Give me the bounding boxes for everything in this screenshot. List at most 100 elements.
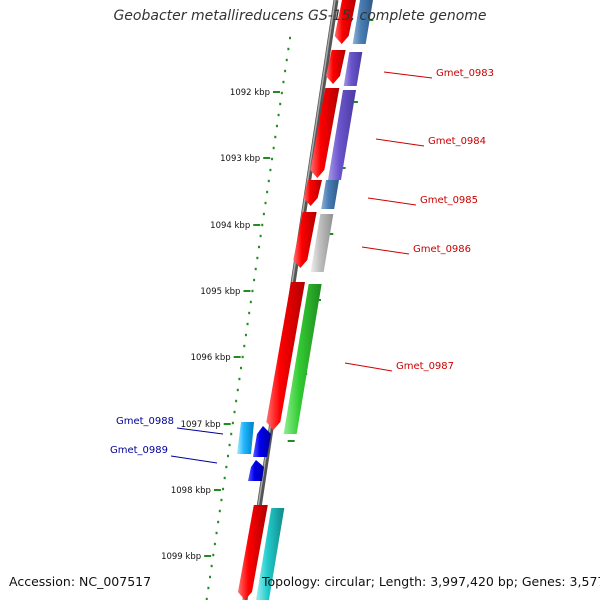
gene-features [237, 0, 373, 600]
gene-block-purple [343, 52, 363, 86]
ruler-dot [251, 289, 254, 293]
ruler-dot [266, 190, 269, 194]
scale-label: 1093 kbp [220, 154, 260, 164]
ruler-dot [256, 256, 259, 260]
ruler-dot [267, 179, 270, 183]
ruler-dot [235, 399, 238, 403]
gene-block-red [237, 505, 268, 600]
gene-block-steel [352, 0, 373, 44]
ruler-dot [207, 586, 210, 590]
ruler-dot [277, 113, 280, 117]
leader-line [375, 138, 425, 147]
ruler-dot [287, 47, 290, 51]
scale-label: 1096 kbp [191, 353, 231, 363]
scale-label: 1095 kbp [200, 287, 240, 297]
label-leader-lines [170, 71, 433, 464]
ruler-dot [236, 388, 239, 392]
ruler-dot [280, 91, 283, 95]
ruler-dot [282, 80, 285, 84]
ruler-dot [241, 355, 244, 359]
ruler-dot [254, 267, 257, 271]
gene-block-red [266, 282, 305, 430]
ruler-dot [205, 597, 208, 601]
ruler-dot [238, 377, 241, 381]
ruler-dot [271, 157, 274, 161]
gene-block-sky [237, 422, 254, 454]
gene-block-red [325, 50, 346, 84]
gene-block-blue [253, 426, 271, 457]
gene-label[interactable]: Gmet_0987 [396, 361, 454, 372]
ruler-dot [218, 509, 221, 513]
ruler-dot [220, 498, 223, 502]
gene-block-gray [310, 214, 334, 272]
leader-line [383, 71, 433, 79]
gene-label[interactable]: Gmet_0984 [428, 136, 486, 147]
ruler-dot [248, 311, 251, 315]
gene-label[interactable]: Gmet_0983 [436, 68, 494, 79]
ruler-dot [228, 443, 231, 447]
genome-title: Geobacter metallireducens GS-15, complet… [113, 8, 487, 24]
gene-labels: Gmet_0983 Gmet_0984 Gmet_0985 Gmet_0986 Gmet… [110, 68, 494, 456]
leader-line [344, 362, 393, 372]
ruler-dot [269, 168, 272, 172]
gene-label[interactable]: Gmet_0989 [110, 445, 168, 456]
gene-block-red [303, 180, 322, 206]
gene-label[interactable]: Gmet_0985 [420, 195, 478, 206]
leader-line [170, 455, 218, 464]
ruler-dot [285, 58, 288, 62]
ruler-dot [230, 432, 233, 436]
gene-block-red [334, 0, 356, 44]
ruler-dot [240, 366, 243, 370]
gene-block-blue [248, 460, 264, 481]
ruler-dots [205, 36, 291, 601]
ruler-dot [257, 245, 260, 249]
gene-block-red [293, 212, 317, 268]
scale-labels: 1092 kbp 1093 kbp 1094 kbp 1095 kbp 1096 kbp… [161, 88, 270, 562]
ruler-dot [289, 36, 291, 40]
gene-block-steel [321, 180, 339, 209]
ruler-dot [215, 531, 218, 535]
gene-block-purple [327, 90, 356, 180]
ruler-dot [275, 124, 278, 128]
ruler-dot [226, 454, 229, 458]
accession-text: Accession: NC_007517 [9, 574, 152, 589]
ruler-dot [272, 146, 275, 150]
ruler-dot [253, 278, 256, 282]
scale-label: 1094 kbp [210, 221, 250, 231]
ruler-dot [261, 223, 264, 227]
ruler-dot [213, 542, 216, 546]
ruler-dot [222, 487, 225, 491]
ruler-dot [259, 234, 262, 238]
ruler-dot [243, 344, 246, 348]
scale-label: 1097 kbp [181, 420, 221, 430]
ruler-dot [231, 421, 234, 425]
gene-block-green [283, 284, 322, 434]
ruler-dot [246, 322, 249, 326]
ruler-dot [223, 476, 226, 480]
ruler-dot [233, 410, 236, 414]
ruler-dot [262, 212, 265, 216]
scale-label: 1092 kbp [230, 88, 270, 98]
ruler-dot [249, 300, 252, 304]
ruler-dot [244, 333, 247, 337]
topology-text: Topology: circular; Length: 3,997,420 bp… [262, 574, 600, 589]
ruler-dot [212, 553, 215, 557]
gene-block-cyan [255, 508, 285, 600]
ruler-dot [209, 575, 212, 579]
leader-line [361, 246, 410, 255]
ruler-dot [264, 201, 267, 205]
gene-label[interactable]: Gmet_0986 [413, 244, 471, 255]
ruler-dot [225, 465, 228, 469]
ruler-dot [210, 564, 213, 568]
ruler-dot [217, 520, 220, 524]
scale-label: 1098 kbp [171, 486, 211, 496]
ruler-dot [284, 69, 287, 73]
gene-block-red [310, 88, 340, 178]
ruler-dot [274, 135, 277, 139]
gene-label[interactable]: Gmet_0988 [116, 416, 174, 427]
leader-line [176, 427, 224, 435]
leader-line [367, 197, 417, 206]
ruler-dot [279, 102, 282, 106]
